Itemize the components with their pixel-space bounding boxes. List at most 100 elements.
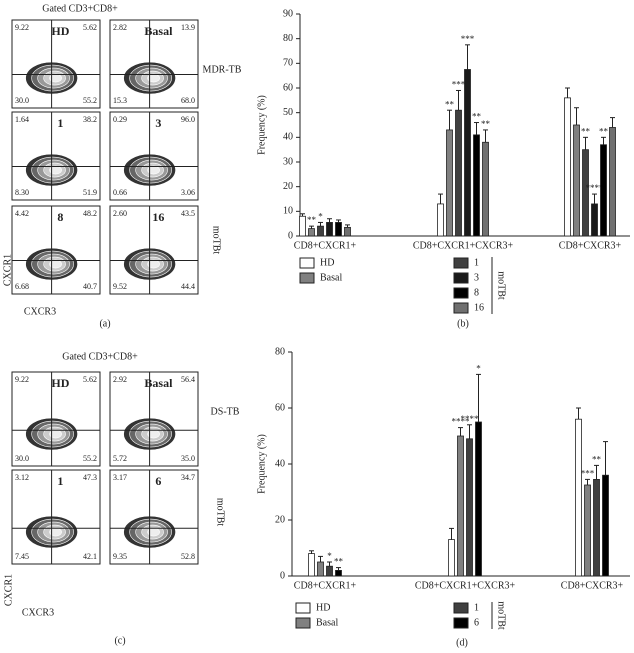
panel-label: (d)	[456, 637, 468, 648]
panel-label: (a)	[99, 318, 110, 329]
y-tick-label: 20	[283, 181, 293, 192]
legend-label: 16	[474, 302, 484, 313]
panel-title: Gated CD3+CD8+	[62, 351, 138, 362]
quadrant-percent: 7.45	[15, 552, 29, 561]
legend-swatch	[299, 257, 315, 269]
panel-label: (c)	[114, 635, 125, 646]
y-tick-label: 40	[275, 458, 285, 469]
row-label: moTBt	[215, 498, 226, 527]
plot-name: 1	[57, 474, 63, 488]
y-tick-label: 90	[283, 8, 293, 19]
x-tick-label: CD8+CXCR1+CXCR3+	[413, 240, 514, 251]
significance: **	[599, 126, 609, 136]
legend-label: 3	[474, 272, 479, 283]
significance: **	[592, 454, 602, 464]
significance: ***	[452, 80, 466, 90]
plot-name: Basal	[144, 24, 173, 38]
quadrant-percent: 0.66	[113, 188, 127, 197]
bar	[475, 421, 482, 577]
quadrant-percent: 2.60	[113, 209, 127, 218]
legend-swatch	[453, 617, 469, 629]
significance: ***	[581, 468, 595, 478]
bar	[448, 539, 455, 577]
bar	[602, 474, 609, 577]
panel-title: Gated CD3+CD8+	[42, 3, 118, 14]
significance: **	[445, 99, 455, 109]
quadrant-percent: 30.0	[15, 454, 29, 463]
quadrant-percent: 40.7	[83, 282, 97, 291]
legend-label: 1	[474, 602, 479, 613]
significance: **	[472, 112, 482, 122]
quadrant-percent: 5.72	[113, 454, 127, 463]
plot-name: 3	[155, 116, 161, 130]
quadrant-percent: 3.17	[113, 473, 127, 482]
legend-group-label: moTBt	[496, 271, 507, 300]
bar	[466, 438, 473, 577]
quadrant-percent: 44.4	[181, 282, 195, 291]
quadrant-percent: 4.42	[15, 209, 29, 218]
quadrant-percent: 5.62	[83, 23, 97, 32]
plot-name: HD	[51, 24, 69, 38]
y-tick-label: 40	[283, 132, 293, 143]
legend-swatch	[453, 302, 469, 314]
quadrant-percent: 55.2	[83, 96, 97, 105]
legend-swatch	[453, 287, 469, 299]
quadrant-percent: 35.0	[181, 454, 195, 463]
legend-swatch	[295, 617, 311, 629]
bar	[335, 222, 342, 237]
quadrant-percent: 3.12	[15, 473, 29, 482]
y-axis-title: Frequency (%)	[256, 95, 267, 155]
x-tick-label: CD8+CXCR3+	[561, 580, 624, 591]
quadrant-percent: 38.2	[83, 115, 97, 124]
legend-label: 8	[474, 287, 479, 298]
bar	[308, 228, 315, 237]
quadrant-percent: 3.06	[181, 188, 195, 197]
legend-swatch	[299, 272, 315, 284]
quadrant-percent: 9.22	[15, 375, 29, 384]
significance: **	[307, 215, 317, 225]
y-tick-label: 0	[280, 570, 285, 581]
quadrant-percent: 30.0	[15, 96, 29, 105]
plot-name: 16	[152, 210, 164, 224]
row-label: DS-TB	[211, 406, 240, 417]
legend-group-label: moTBt	[496, 601, 507, 630]
quadrant-percent: 9.52	[113, 282, 127, 291]
bar	[464, 69, 471, 237]
panel-label: (b)	[457, 318, 469, 329]
legend-label: HD	[316, 602, 330, 613]
quadrant-percent: 9.35	[113, 552, 127, 561]
legend-label: HD	[320, 257, 334, 268]
legend-label: Basal	[316, 617, 338, 628]
row-label: MDR-TB	[203, 64, 242, 75]
quadrant-percent: 5.62	[83, 375, 97, 384]
y-tick-label: 20	[275, 514, 285, 525]
y-tick-label: 80	[283, 33, 293, 44]
bar	[446, 129, 453, 237]
significance: ****	[452, 417, 471, 427]
quadrant-percent: 9.22	[15, 23, 29, 32]
legend-swatch	[453, 272, 469, 284]
significance: ****	[586, 183, 605, 193]
x-tick-label: CD8+CXCR3+	[559, 240, 622, 251]
y-tick-label: 70	[283, 58, 293, 69]
quadrant-percent: 47.3	[83, 473, 97, 482]
significance: **	[581, 126, 591, 136]
bar	[326, 222, 333, 237]
quadrant-percent: 13.9	[181, 23, 195, 32]
x-tick-label: CD8+CXCR1+	[294, 580, 357, 591]
bar	[317, 561, 324, 577]
bar	[326, 565, 333, 577]
quadrant-percent: 0.29	[113, 115, 127, 124]
bar	[593, 478, 600, 577]
quadrant-percent: 6.68	[15, 282, 29, 291]
bar	[457, 435, 464, 577]
bar	[591, 203, 598, 237]
quadrant-percent: 42.1	[83, 552, 97, 561]
quadrant-percent: 8.30	[15, 188, 29, 197]
plot-name: 6	[155, 474, 161, 488]
significance: *	[318, 211, 323, 221]
legend-swatch	[453, 602, 469, 614]
y-tick-label: 80	[275, 346, 285, 357]
legend-label: 6	[474, 617, 479, 628]
